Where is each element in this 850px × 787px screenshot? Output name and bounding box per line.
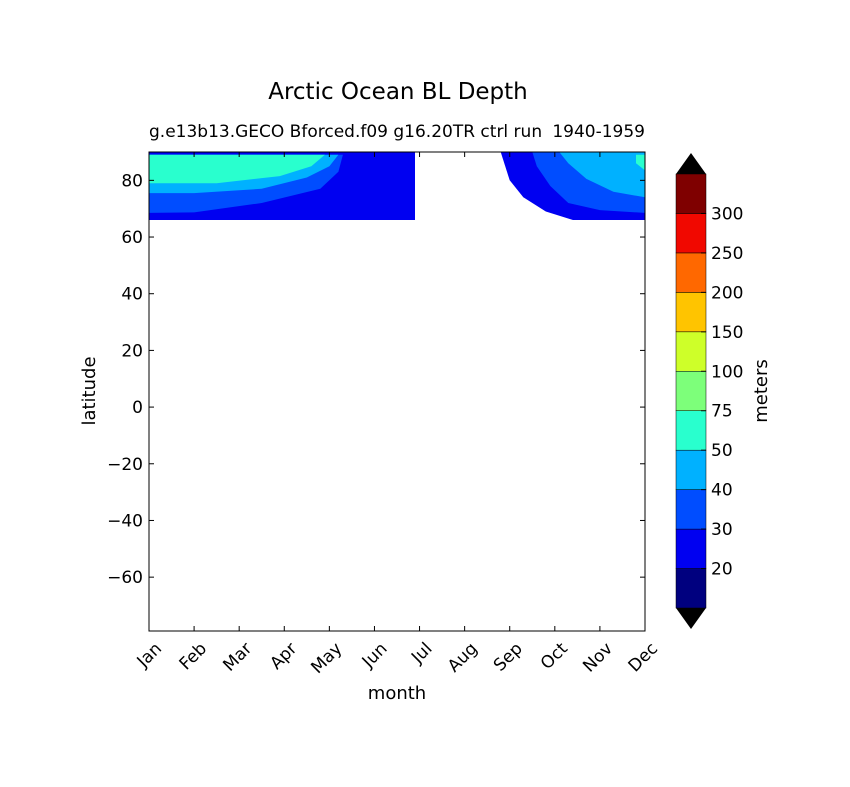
y-tick-label-0: 80 — [121, 171, 143, 191]
x-tick-label-dec: Dec — [625, 639, 662, 676]
x-tick-label-feb: Feb — [176, 639, 211, 674]
colorbar-bin-2 — [675, 489, 707, 530]
colorbar-bin-8 — [675, 252, 707, 293]
colorbar: 20 30 40 50 75 100 150 200 250 300 — [675, 153, 743, 629]
colorbar-bin-5 — [675, 371, 707, 411]
colorbar-bin-3 — [675, 449, 707, 490]
colorbar-tick-label-9: 300 — [711, 204, 743, 224]
x-tick-label-jul: Jul — [407, 639, 436, 668]
y-tick-label-7: −60 — [107, 568, 143, 588]
colorbar-extend-min — [676, 608, 706, 629]
y-tick-label-5: −20 — [107, 455, 143, 475]
x-tick-label-apr: Apr — [266, 639, 301, 674]
colorbar-tick-label-1: 30 — [711, 520, 733, 540]
x-tick-label-nov: Nov — [579, 639, 617, 677]
colorbar-bin-4 — [675, 410, 707, 451]
y-tick-label-1: 60 — [121, 228, 143, 248]
chart-subtitle-right: 1940-1959 — [552, 122, 645, 142]
colorbar-tick-label-5: 100 — [711, 362, 743, 382]
y-tick-label-6: −40 — [107, 511, 143, 531]
chart-subtitle-left: g.e13b13.GECO Bforced.f09 g16.20TR ctrl … — [149, 122, 542, 142]
y-tick-label-3: 20 — [121, 341, 143, 361]
x-tick-label-jun: Jun — [358, 639, 392, 673]
contour-region-6 — [149, 154, 325, 184]
colorbar-tick-label-7: 200 — [711, 283, 743, 303]
y-tick-label-2: 40 — [121, 285, 143, 305]
colorbar-extend-max — [676, 153, 706, 174]
y-axis-label: latitude — [79, 356, 100, 425]
colorbar-tick-label-4: 75 — [711, 402, 733, 422]
colorbar-tick-label-0: 20 — [711, 560, 733, 580]
colorbar-tick-label-2: 40 — [711, 481, 733, 501]
contour-fill-group — [149, 152, 645, 220]
colorbar-tick-label-8: 250 — [711, 244, 743, 264]
colorbar-bin-9 — [675, 213, 707, 254]
plot-frame — [148, 151, 646, 632]
x-tick-label-oct: Oct — [537, 639, 572, 674]
contour-region-5 — [559, 152, 645, 198]
colorbar-tick-label-6: 150 — [711, 323, 743, 343]
x-tick-label-may: May — [307, 639, 346, 678]
y-tick-label-4: 0 — [132, 398, 143, 418]
colorbar-label: meters — [751, 359, 772, 423]
y-axis: 80 60 40 20 0 −20 −40 −60 — [107, 171, 645, 588]
x-axis: Jan Feb Mar Apr May Jun Jul Aug Sep Oct Nov Dec — [133, 152, 662, 678]
x-tick-label-aug: Aug — [444, 639, 482, 677]
chart-title: Arctic Ocean BL Depth — [268, 79, 528, 105]
colorbar-bin-0 — [675, 568, 707, 609]
colorbar-bin-6 — [675, 331, 707, 372]
colorbar-tick-label-3: 50 — [711, 441, 733, 461]
contour-region-7 — [636, 154, 645, 171]
x-tick-label-sep: Sep — [490, 639, 527, 676]
x-axis-label: month — [368, 683, 426, 704]
x-tick-label-jan: Jan — [133, 639, 166, 672]
x-tick-label-mar: Mar — [219, 639, 256, 676]
colorbar-bin-7 — [675, 292, 707, 333]
colorbar-bin-1 — [675, 528, 707, 569]
colorbar-bin-10 — [675, 173, 707, 214]
